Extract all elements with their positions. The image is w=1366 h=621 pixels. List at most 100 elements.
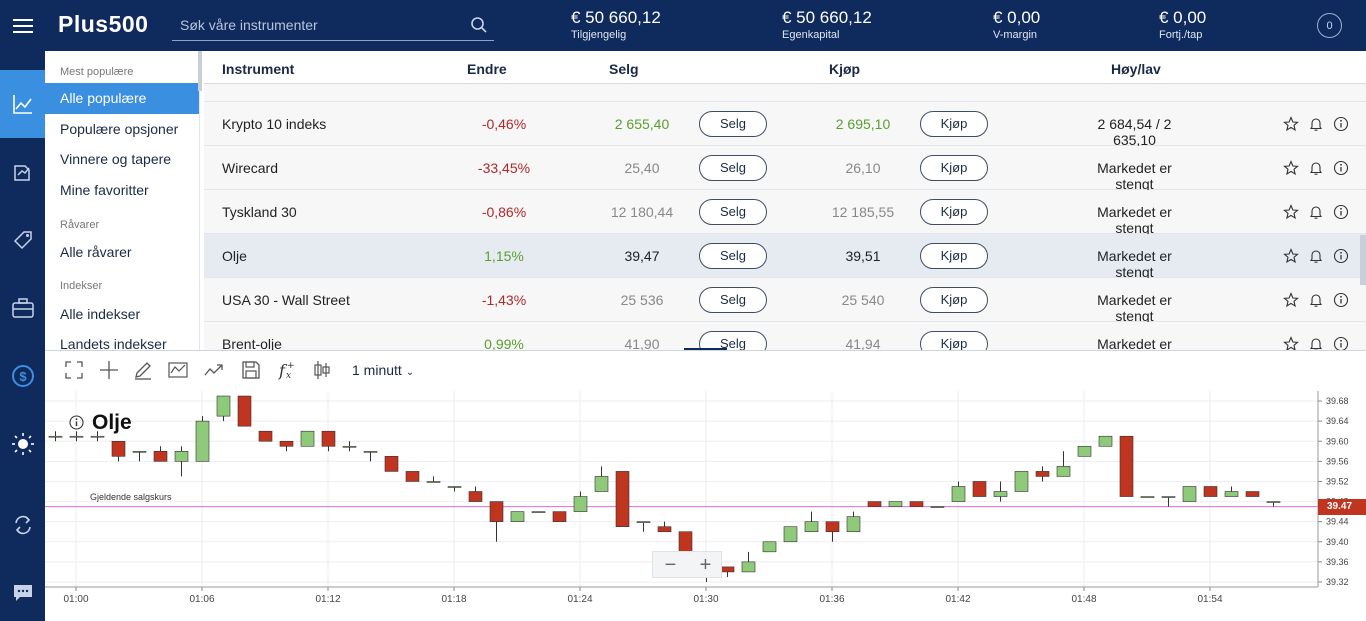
search-input[interactable]: Søk våre instrumenter xyxy=(172,12,494,41)
nav-chat[interactable] xyxy=(0,559,45,621)
column-change[interactable]: Endre xyxy=(467,61,507,77)
indicator-icon[interactable] xyxy=(168,360,188,380)
category-popular-options[interactable]: Populære opsjoner xyxy=(60,121,179,137)
nav-theme[interactable] xyxy=(0,410,45,478)
table-scrollbar[interactable] xyxy=(1360,235,1366,285)
nav-positions[interactable] xyxy=(0,138,45,206)
buy-button[interactable]: Kjøp xyxy=(920,287,988,313)
high-low-value: Markedet er stengt xyxy=(1097,248,1172,280)
column-buy[interactable]: Kjøp xyxy=(829,61,861,77)
category-all-popular[interactable]: Alle populære xyxy=(45,83,199,114)
candle xyxy=(762,541,777,553)
margin-balance: € 0,00 V-margin xyxy=(993,8,1040,41)
info-icon[interactable] xyxy=(1333,292,1349,308)
category-all-commodities[interactable]: Alle råvarer xyxy=(60,244,132,260)
column-instrument[interactable]: Instrument xyxy=(222,61,295,77)
zoom-out-button[interactable]: − xyxy=(664,554,677,576)
fullscreen-icon[interactable] xyxy=(64,360,84,380)
bell-icon[interactable] xyxy=(1308,292,1324,308)
category-country-indices[interactable]: Landets indekser xyxy=(60,336,167,350)
panel-resize-handle[interactable] xyxy=(684,348,727,351)
info-icon[interactable] xyxy=(1333,248,1349,264)
star-icon[interactable] xyxy=(1283,116,1299,132)
candle xyxy=(993,491,1008,497)
menu-button[interactable] xyxy=(0,0,45,51)
star-icon[interactable] xyxy=(1283,204,1299,220)
table-row[interactable]: Brent-olje 0,99% 41,90 Selg 41,94 Kjøp Markede… xyxy=(204,322,1366,350)
bell-icon[interactable] xyxy=(1308,116,1324,132)
buy-button[interactable]: Kjøp xyxy=(920,111,988,137)
info-icon[interactable] xyxy=(1333,204,1349,220)
price-chart[interactable]: 39.6839.6439.6039.5639.5239.4839.4439.40… xyxy=(45,391,1366,621)
bell-icon[interactable] xyxy=(1308,248,1324,264)
star-icon[interactable] xyxy=(1283,336,1299,350)
instrument-name[interactable]: Krypto 10 indeks xyxy=(222,116,327,132)
instrument-name[interactable]: Wirecard xyxy=(222,160,279,176)
search-icon[interactable] xyxy=(470,16,488,34)
buy-button[interactable]: Kjøp xyxy=(920,155,988,181)
sell-button[interactable]: Selg xyxy=(699,287,767,313)
sell-button[interactable]: Selg xyxy=(699,155,767,181)
star-icon[interactable] xyxy=(1283,160,1299,176)
buy-button[interactable]: Kjøp xyxy=(920,331,988,350)
bell-icon[interactable] xyxy=(1308,336,1324,350)
y-tick-label: 39.52 xyxy=(1326,476,1349,486)
crosshair-icon[interactable] xyxy=(99,360,119,380)
candle xyxy=(846,516,861,533)
candle xyxy=(573,496,588,512)
category-scrollbar[interactable] xyxy=(198,51,202,91)
chart-line-icon xyxy=(12,95,32,114)
bell-icon[interactable] xyxy=(1308,204,1324,220)
candle xyxy=(1098,435,1113,447)
instrument-name[interactable]: Tyskland 30 xyxy=(222,204,297,220)
table-row[interactable]: Krypto 10 indeks -0,46% 2 655,40 Selg 2 695,… xyxy=(204,102,1366,148)
candle xyxy=(741,561,756,573)
nav-orders[interactable] xyxy=(0,206,45,274)
trend-icon[interactable] xyxy=(204,360,224,380)
bell-icon[interactable] xyxy=(1308,160,1324,176)
category-all-indices[interactable]: Alle indekser xyxy=(60,306,141,322)
nav-funds[interactable]: $ xyxy=(0,342,45,410)
pencil-icon[interactable] xyxy=(133,360,153,380)
function-icon[interactable]: f x + xyxy=(276,360,296,380)
table-row[interactable]: Olje 1,15% 39,47 Selg 39,51 Kjøp Markedet er s… xyxy=(204,234,1366,280)
notifications-badge[interactable]: 0 xyxy=(1317,13,1342,38)
nav-portfolio[interactable] xyxy=(0,274,45,342)
info-icon[interactable] xyxy=(1333,116,1349,132)
sell-button[interactable]: Selg xyxy=(699,243,767,269)
sell-button[interactable]: Selg xyxy=(699,111,767,137)
instrument-table: Instrument Endre Selg Kjøp Høy/lav Krypt… xyxy=(204,51,1366,350)
star-icon[interactable] xyxy=(1283,292,1299,308)
candle xyxy=(426,481,441,483)
column-sell[interactable]: Selg xyxy=(609,61,639,77)
nav-trade[interactable] xyxy=(0,70,45,138)
chevron-down-icon: ⌄ xyxy=(405,367,415,378)
y-tick-label: 39.68 xyxy=(1326,396,1349,406)
nav-switch[interactable] xyxy=(0,491,45,559)
interval-selector[interactable]: 1 minutt ⌄ xyxy=(352,362,414,378)
plus500-logo[interactable]: Plus500 xyxy=(58,11,149,37)
buy-button[interactable]: Kjøp xyxy=(920,243,988,269)
candle xyxy=(447,486,462,488)
change-value: -0,86% xyxy=(481,204,527,220)
info-icon[interactable] xyxy=(1333,336,1349,350)
table-row[interactable]: USA 30 - Wall Street -1,43% 25 536 Selg 25 5… xyxy=(204,278,1366,324)
buy-button[interactable]: Kjøp xyxy=(920,199,988,225)
info-icon[interactable] xyxy=(69,415,84,435)
zoom-in-button[interactable]: + xyxy=(699,554,712,576)
candlestick-type-icon[interactable] xyxy=(312,360,332,380)
sell-button[interactable]: Selg xyxy=(699,199,767,225)
table-row[interactable]: Tyskland 30 -0,86% 12 180,44 Selg 12 185,55 K… xyxy=(204,190,1366,236)
candle xyxy=(1182,486,1197,502)
instrument-name[interactable]: USA 30 - Wall Street xyxy=(222,292,350,308)
sell-button[interactable]: Selg xyxy=(699,331,767,350)
instrument-name[interactable]: Olje xyxy=(222,248,247,264)
category-winners-losers[interactable]: Vinnere og tapere xyxy=(60,151,172,167)
save-icon[interactable] xyxy=(241,360,261,380)
table-row[interactable]: Wirecard -33,45% 25,40 Selg 26,10 Kjøp Markede… xyxy=(204,146,1366,192)
instrument-name[interactable]: Brent-olje xyxy=(222,336,282,350)
category-favorites[interactable]: Mine favoritter xyxy=(60,182,149,198)
column-high-low[interactable]: Høy/lav xyxy=(1111,61,1161,77)
info-icon[interactable] xyxy=(1333,160,1349,176)
star-icon[interactable] xyxy=(1283,248,1299,264)
